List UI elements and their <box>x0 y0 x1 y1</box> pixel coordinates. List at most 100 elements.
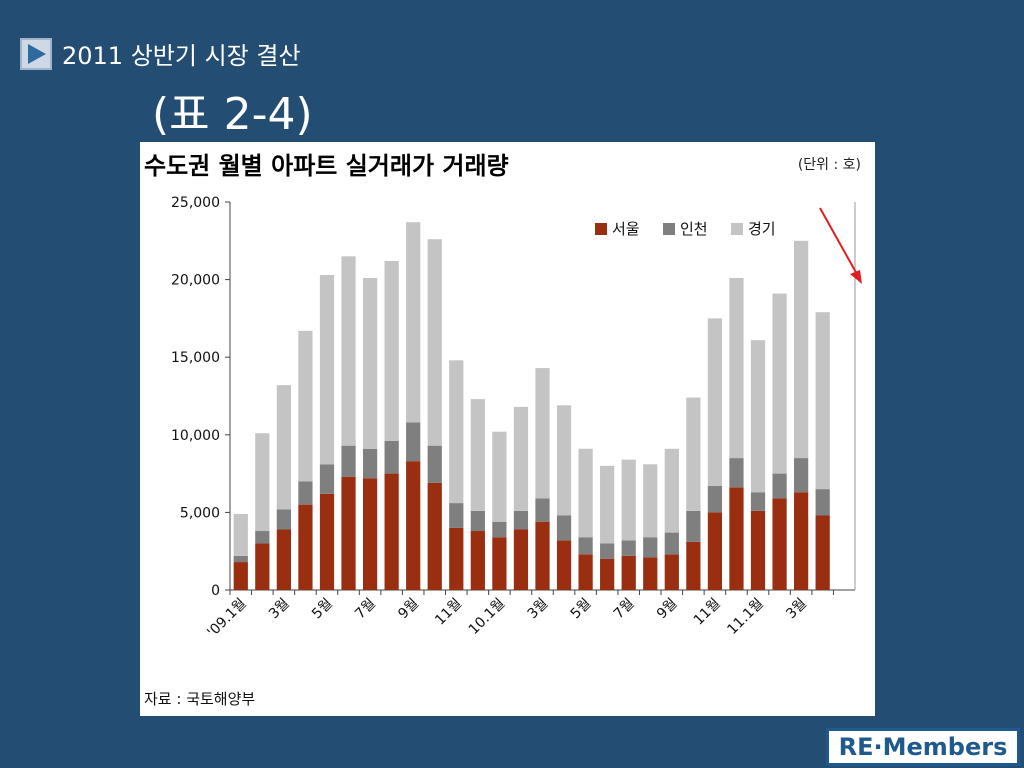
bar-segment-gyeonggi <box>276 385 291 510</box>
bar-segment-incheon <box>341 445 356 477</box>
bar-segment-gyeonggi <box>772 293 787 474</box>
x-tick-label: 5월 <box>568 596 595 623</box>
bar-segment-incheon <box>600 543 615 559</box>
bar-segment-gyeonggi <box>750 340 766 493</box>
bar-segment-gyeonggi <box>513 406 529 511</box>
bar-segment-gyeonggi <box>600 465 615 544</box>
bar-segment-gyeonggi <box>578 448 593 538</box>
bar-segment-incheon <box>470 510 485 532</box>
bar-segment-seoul <box>298 504 313 590</box>
chart-title: 수도권 월별 아파트 실거래가 거래량 <box>144 152 509 180</box>
legend-incheon-label: 인천 <box>680 220 708 238</box>
bar-segment-incheon <box>513 510 529 530</box>
bar-segment-seoul <box>492 537 507 590</box>
bar-segment-gyeonggi <box>729 278 744 459</box>
x-tick-label: 5월 <box>309 596 336 623</box>
bar-segment-gyeonggi <box>470 399 485 511</box>
legend-seoul-label: 서울 <box>612 220 640 238</box>
x-tick-label: 11월 <box>432 596 465 629</box>
y-tick-label: 20,000 <box>171 273 220 289</box>
logo-text: RE·Members <box>838 733 1008 761</box>
bar-segment-incheon <box>406 422 421 462</box>
trend-arrow-head <box>850 270 862 284</box>
table-number-title: (표 2-4) <box>152 89 313 140</box>
y-tick-label: 10,000 <box>171 428 220 444</box>
bar-segment-incheon <box>427 445 442 483</box>
legend-gyeonggi-swatch <box>731 223 743 235</box>
source-note: 자료 : 국토해양부 <box>144 690 256 708</box>
bar-segment-seoul <box>578 554 593 590</box>
bar-segment-incheon <box>578 537 593 555</box>
bar-segment-seoul <box>513 529 529 590</box>
legend-gyeonggi-label: 경기 <box>748 220 776 238</box>
bar-segment-seoul <box>686 541 701 590</box>
bar-segment-incheon <box>255 531 270 544</box>
bar-segment-seoul <box>600 558 615 590</box>
bar-segment-seoul <box>729 487 744 590</box>
bar-segment-seoul <box>794 492 809 590</box>
bar-segment-seoul <box>772 498 787 590</box>
x-tick-label: 3월 <box>783 596 810 623</box>
bar-segment-seoul <box>449 527 464 590</box>
bar-segment-incheon <box>664 532 679 555</box>
y-tick-label: 25,000 <box>171 195 220 211</box>
bar-segment-seoul <box>341 476 356 590</box>
bar-segment-incheon <box>750 492 766 511</box>
bar-segment-incheon <box>707 486 723 513</box>
bar-segment-gyeonggi <box>707 318 723 487</box>
bar-segment-incheon <box>686 510 701 542</box>
bar-segment-incheon <box>319 464 335 494</box>
bar-segment-seoul <box>233 562 248 590</box>
bar-segment-gyeonggi <box>535 368 550 499</box>
x-tick-label: 3월 <box>525 596 552 623</box>
x-tick-label: 10.1월 <box>466 596 508 638</box>
trend-arrow-line <box>819 207 859 277</box>
x-tick-label: 11월 <box>691 596 724 629</box>
bar-segment-gyeonggi <box>362 278 378 449</box>
x-tick-label: 11.1월 <box>724 596 766 638</box>
bar-segment-incheon <box>298 481 313 505</box>
stacked-bar-chart: 0 5,000 10,000 15,000 20,000 25,000 '09.1월 3월 5월… <box>171 195 862 641</box>
bar-segment-seoul <box>384 473 399 590</box>
bar-segment-incheon <box>643 537 658 558</box>
x-tick-label: 3월 <box>266 596 293 623</box>
bar-segment-seoul <box>815 515 830 590</box>
bar-segment-incheon <box>621 540 636 556</box>
bar-segment-incheon <box>772 473 787 499</box>
bar-segment-incheon <box>233 555 248 563</box>
re-members-logo: RE·Members <box>826 728 1020 766</box>
bar-segment-gyeonggi <box>341 256 356 446</box>
bar-segment-gyeonggi <box>449 360 464 504</box>
bar-segment-gyeonggi <box>319 274 335 465</box>
bar-segment-gyeonggi <box>427 239 442 446</box>
bar-segment-gyeonggi <box>621 459 636 541</box>
bar-segment-seoul <box>535 521 550 590</box>
bar-segment-seoul <box>707 512 723 590</box>
bar-segment-gyeonggi <box>643 464 658 538</box>
bar-segment-gyeonggi <box>492 431 507 522</box>
bar-segment-gyeonggi <box>298 330 313 482</box>
bar-segment-incheon <box>384 441 399 474</box>
bar-segment-seoul <box>319 493 335 590</box>
header-bullet-icon <box>20 38 52 70</box>
y-tick-label: 0 <box>211 583 220 599</box>
bar-segment-seoul <box>556 540 572 590</box>
bar-segment-gyeonggi <box>233 513 248 556</box>
x-tick-label: 9월 <box>395 596 422 623</box>
bar-segment-seoul <box>470 531 485 590</box>
bar-segment-seoul <box>255 543 270 590</box>
chart-figure: 수도권 월별 아파트 실거래가 거래량 (단위 : 호) 0 5,000 10,00… <box>140 142 875 716</box>
bar-segment-incheon <box>794 458 809 493</box>
legend-seoul-swatch <box>595 223 607 235</box>
slide-title: 2011 상반기 시장 결산 <box>62 42 301 70</box>
bar-segment-incheon <box>362 448 378 479</box>
bar-segment-seoul <box>362 478 378 590</box>
bar-segment-seoul <box>643 557 658 590</box>
x-tick-label: '09.1월 <box>204 596 249 641</box>
bar-segment-gyeonggi <box>794 240 809 459</box>
bar-segment-gyeonggi <box>664 448 679 533</box>
bar-segment-incheon <box>556 515 572 541</box>
bar-segment-incheon <box>449 503 464 528</box>
bar-segment-gyeonggi <box>406 222 421 423</box>
bar-segment-gyeonggi <box>686 397 701 511</box>
